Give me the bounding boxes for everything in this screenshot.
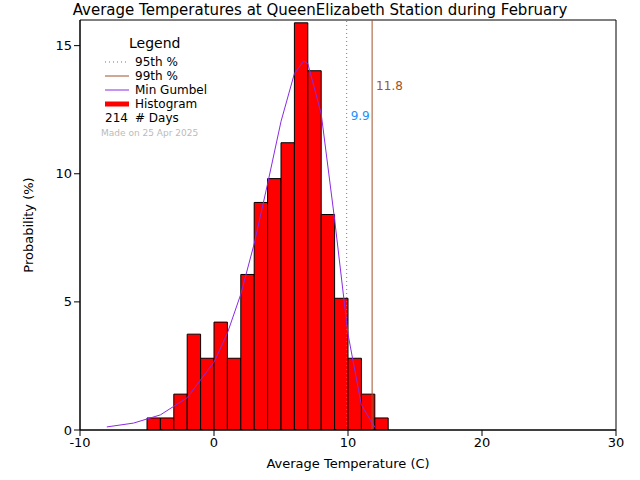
svg-text:11.8: 11.8 bbox=[376, 79, 403, 93]
svg-text:30: 30 bbox=[608, 435, 625, 450]
svg-text:99th %: 99th % bbox=[135, 69, 178, 83]
svg-text:Average Temperature (C): Average Temperature (C) bbox=[266, 456, 429, 471]
html-text:Average Temperatures at QueenE: Average Temperatures at QueenElizabeth S… bbox=[72, 1, 568, 19]
svg-text:0: 0 bbox=[210, 435, 218, 450]
svg-text:Legend: Legend bbox=[129, 35, 180, 51]
svg-text:5: 5 bbox=[64, 294, 72, 309]
svg-text:95th %: 95th % bbox=[135, 55, 178, 69]
svg-text:Min Gumbel: Min Gumbel bbox=[135, 83, 207, 97]
svg-text:214: 214 bbox=[105, 111, 128, 125]
svg-text:Made on 25 Apr 2025: Made on 25 Apr 2025 bbox=[101, 128, 198, 138]
svg-text:-10: -10 bbox=[69, 435, 90, 450]
svg-text:9.9: 9.9 bbox=[351, 109, 370, 123]
svg-text:# Days: # Days bbox=[135, 111, 179, 125]
svg-text:Probability (%): Probability (%) bbox=[21, 177, 36, 272]
svg-text:0: 0 bbox=[64, 423, 72, 438]
svg-text:Histogram: Histogram bbox=[135, 97, 197, 111]
svg-text:20: 20 bbox=[474, 435, 491, 450]
svg-text:15: 15 bbox=[55, 38, 72, 53]
svg-text:10: 10 bbox=[55, 166, 72, 181]
svg-text:10: 10 bbox=[340, 435, 357, 450]
